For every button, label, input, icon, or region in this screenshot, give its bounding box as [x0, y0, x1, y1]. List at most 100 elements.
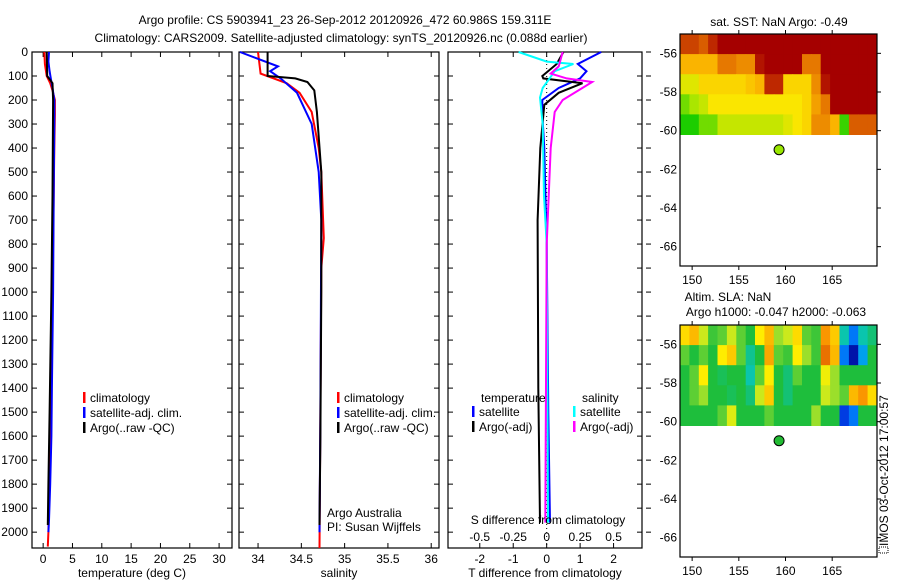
heatmap-cell	[698, 94, 709, 115]
heatmap-cell	[820, 114, 831, 135]
heatmap-cell	[717, 365, 728, 386]
x-tick-label: 36	[425, 552, 439, 566]
y-tick-label: 1800	[1, 477, 28, 491]
heatmap-cell	[755, 405, 765, 426]
x-tick-label: 34.5	[290, 552, 314, 566]
y-tick-label: 1000	[1, 285, 28, 299]
heatmap-cell	[755, 34, 765, 55]
heatmap-cell	[680, 365, 690, 386]
legend-swatch	[337, 422, 340, 433]
heatmap-cell	[783, 325, 794, 346]
heatmap-cell	[867, 365, 878, 386]
heatmap-cell	[811, 345, 822, 366]
heatmap-cell	[811, 74, 822, 95]
heatmap-cell	[736, 365, 747, 386]
y-tick-label: 2000	[1, 525, 28, 539]
heatmap-cell	[783, 94, 794, 115]
lat-tick-label: -60	[660, 415, 678, 429]
heatmap-cell	[858, 54, 869, 75]
heatmap-cell	[698, 34, 709, 55]
heatmap-cell	[689, 94, 700, 115]
heatmap-cell	[708, 365, 718, 386]
x-axis-label: T difference from climatology	[468, 566, 622, 580]
heatmap-cell	[755, 325, 765, 346]
heatmap-cell	[792, 74, 803, 95]
heatmap-cell	[708, 385, 718, 406]
heatmap-cell	[830, 74, 840, 95]
heatmap-cell	[830, 345, 840, 366]
heatmap-cell	[802, 345, 812, 366]
heatmap-cell	[698, 365, 709, 386]
heatmap-cell	[792, 385, 803, 406]
heatmap-cell	[867, 34, 878, 55]
heatmap-cell	[755, 94, 765, 115]
legend-swatch	[83, 407, 86, 418]
heatmap-cell	[839, 385, 850, 406]
heatmap-cell	[689, 345, 700, 366]
heatmap-cell	[708, 405, 718, 426]
heatmap-cell	[773, 54, 784, 75]
heatmap-cell	[745, 325, 756, 346]
lat-tick-label: -60	[660, 124, 678, 138]
heatmap-cell	[867, 385, 878, 406]
heatmap-cell	[783, 54, 794, 75]
heatmap-cell	[830, 34, 840, 55]
heatmap-cell	[680, 74, 690, 95]
heatmap-cell	[698, 325, 709, 346]
legend-label: satellite-adj. clim.	[344, 406, 436, 420]
heatmap-cell	[792, 365, 803, 386]
heatmap-cell	[848, 385, 859, 406]
credit-line2: PI: Susan Wijffels	[327, 520, 421, 534]
heatmap-cell	[708, 114, 718, 135]
legend-swatch	[83, 422, 86, 433]
heatmap-cell	[848, 345, 859, 366]
heatmap-cell	[830, 54, 840, 75]
heatmap-cell	[764, 385, 775, 406]
heatmap-cell	[783, 385, 794, 406]
heatmap-cell	[820, 365, 831, 386]
heatmap-cell	[755, 385, 765, 406]
heatmap-cell	[802, 325, 812, 346]
lat-tick-label: -58	[660, 376, 678, 390]
heatmap-cell	[764, 34, 775, 55]
heatmap-cell	[820, 405, 831, 426]
heatmap-cell	[680, 114, 690, 135]
heatmap-cell	[680, 385, 690, 406]
credit-line1: Argo Australia	[327, 506, 402, 520]
heatmap-cell	[755, 365, 765, 386]
argo-position-marker	[773, 144, 785, 156]
legend-label: Argo(-adj)	[580, 420, 633, 434]
heatmap-cell	[820, 94, 831, 115]
heatmap-cell	[755, 345, 765, 366]
series-line-argo-raw-qc-	[45, 51, 55, 526]
heatmap-cell	[745, 385, 756, 406]
heatmap-cell	[717, 345, 728, 366]
lon-tick-label: 155	[729, 273, 749, 287]
heatmap-cell	[867, 114, 878, 135]
y-tick-label: 1400	[1, 381, 28, 395]
heatmap-cell	[858, 345, 869, 366]
lat-tick-label: -56	[660, 337, 678, 351]
lon-tick-label: 165	[822, 564, 842, 578]
lat-tick-label: -62	[660, 453, 678, 467]
heatmap-cell	[792, 94, 803, 115]
heatmap-cell	[830, 385, 840, 406]
heatmap-cell	[745, 114, 756, 135]
series-line-temperature-argo-adj-	[536, 51, 583, 523]
heatmap-cell	[858, 405, 869, 426]
sst-map-title: sat. SST: NaN Argo: -0.49	[710, 15, 848, 29]
x-tick-label: 10	[95, 552, 109, 566]
map-frame	[679, 33, 878, 267]
heatmap-cell	[745, 74, 756, 95]
legend-label: satellite	[580, 405, 621, 419]
heatmap-cell	[867, 405, 878, 426]
x-tick-label: 15	[124, 552, 138, 566]
heatmap-cell	[830, 94, 840, 115]
s-axis-tick-label: -0.5	[469, 530, 490, 544]
map-frame	[679, 324, 878, 558]
figure-title-line2: Climatology: CARS2009. Satellite-adjuste…	[95, 31, 588, 45]
heatmap-cell	[708, 94, 718, 115]
heatmap-cell	[680, 345, 690, 366]
y-tick-label: 1500	[1, 405, 28, 419]
argo-position-marker	[773, 435, 785, 447]
